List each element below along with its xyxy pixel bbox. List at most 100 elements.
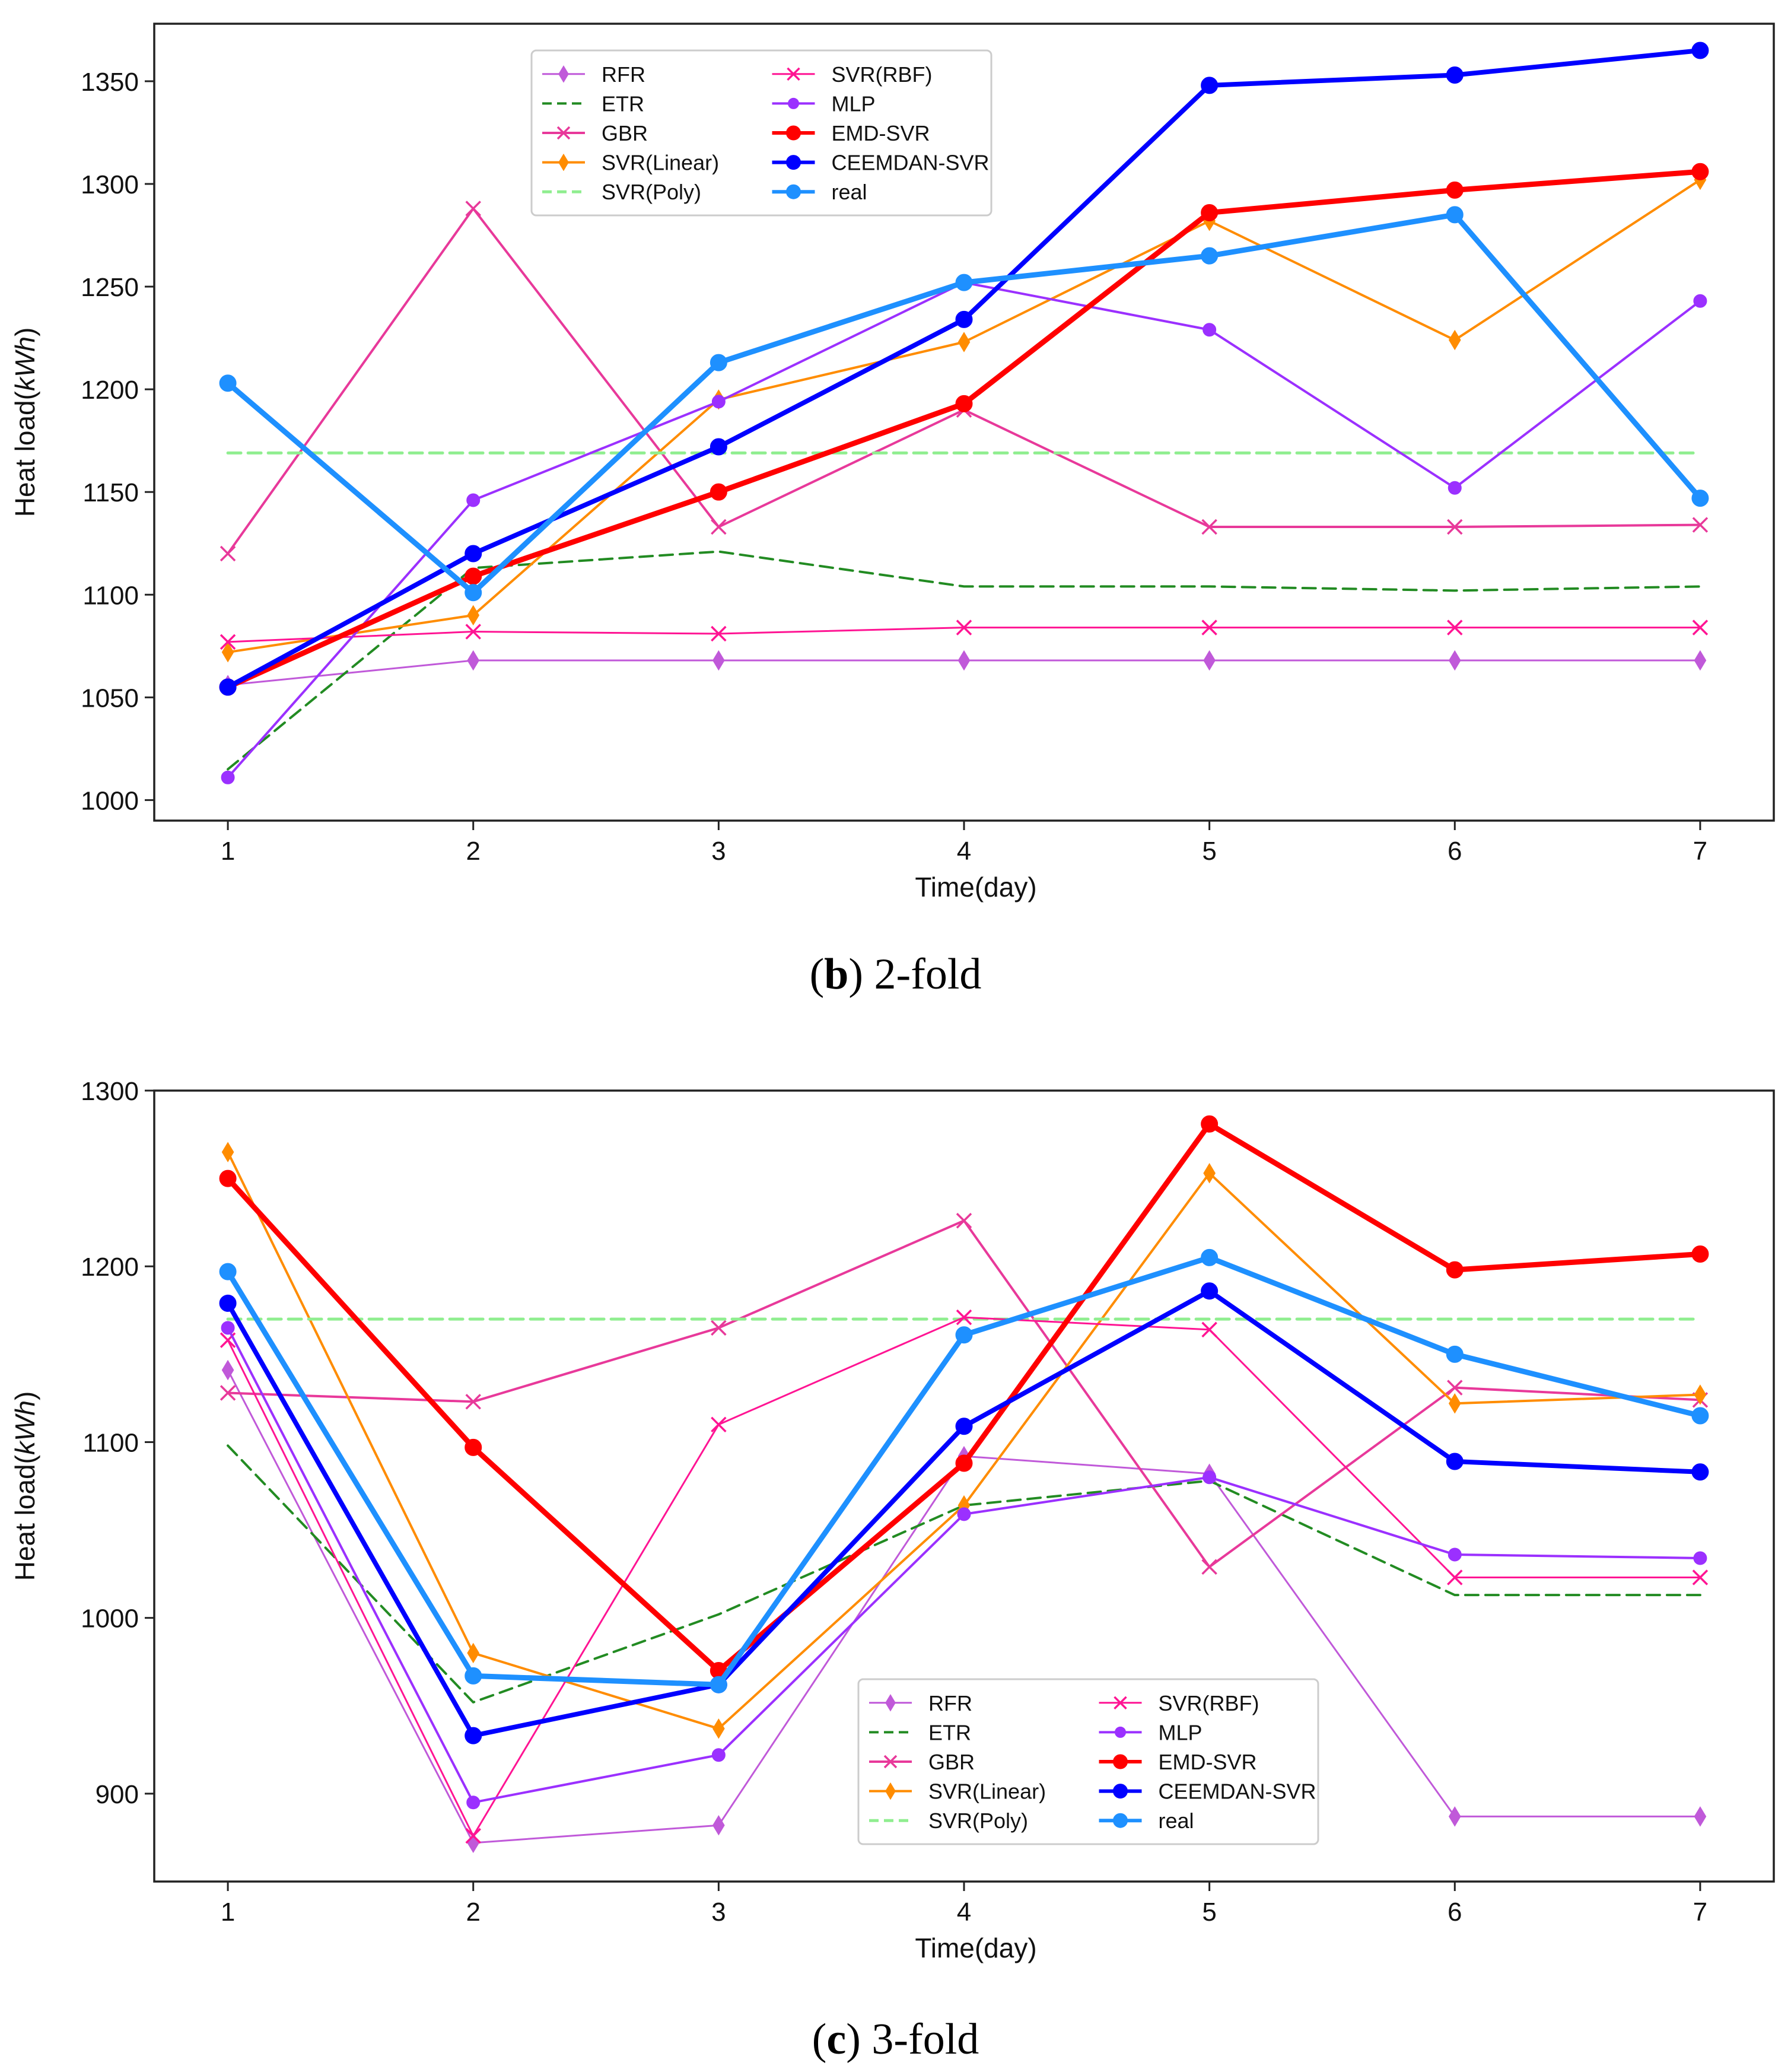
legend-marker bbox=[1113, 1784, 1128, 1799]
data-point bbox=[1201, 1282, 1219, 1300]
data-point bbox=[467, 605, 480, 626]
legend-label: SVR(RBF) bbox=[832, 62, 933, 87]
legend-label: ETR bbox=[928, 1720, 971, 1744]
data-point bbox=[219, 1294, 237, 1312]
legend-label: CEEMDAN-SVR bbox=[832, 151, 990, 175]
data-point bbox=[711, 1748, 726, 1762]
legend-marker bbox=[786, 184, 801, 199]
legend-marker bbox=[786, 125, 801, 141]
legend: RFR ETR GBR SVR(Linear) SVR(Poly) SVR(RBF) MLP… bbox=[857, 1678, 1319, 1845]
data-point bbox=[710, 354, 727, 371]
legend-item: real bbox=[1099, 1809, 1194, 1833]
data-point bbox=[219, 634, 236, 650]
data-point bbox=[1201, 1321, 1217, 1338]
data-point bbox=[465, 1394, 481, 1410]
data-point bbox=[955, 1418, 973, 1435]
data-point bbox=[955, 274, 973, 291]
x-tick-label: 7 bbox=[1693, 1898, 1707, 1927]
legend-marker bbox=[788, 97, 799, 109]
data-point bbox=[955, 1326, 973, 1344]
series-etr bbox=[227, 550, 1701, 771]
x-tick-label: 6 bbox=[1448, 1898, 1462, 1927]
x-tick-label: 6 bbox=[1448, 837, 1462, 866]
legend-label: RFR bbox=[602, 62, 645, 87]
data-point bbox=[1693, 294, 1707, 308]
legend-label: CEEMDAN-SVR bbox=[1159, 1779, 1316, 1804]
legend-label: SVR(Linear) bbox=[602, 151, 719, 175]
x-tick-label: 3 bbox=[711, 1898, 726, 1927]
series-ceemdan-svr bbox=[219, 1282, 1709, 1744]
legend-item: CEEMDAN-SVR bbox=[1099, 1779, 1316, 1804]
y-tick-label: 1200 bbox=[81, 376, 139, 405]
legend-marker bbox=[787, 67, 800, 81]
caption-letter: c bbox=[826, 2015, 847, 2064]
data-point bbox=[1692, 1569, 1709, 1585]
data-point bbox=[1203, 1470, 1217, 1485]
legend-label: real bbox=[1159, 1809, 1194, 1833]
series-gbr bbox=[219, 1212, 1709, 1575]
data-point bbox=[956, 1309, 972, 1326]
y-axis-label-close: ) bbox=[9, 1391, 40, 1400]
legend-item: RFR bbox=[542, 62, 645, 87]
data-point bbox=[219, 1385, 236, 1401]
data-point bbox=[1201, 619, 1217, 635]
data-point bbox=[466, 1795, 481, 1810]
data-point bbox=[465, 1727, 482, 1744]
y-axis-label: Heat load(kWh) bbox=[9, 1391, 40, 1581]
series-svr-rbf- bbox=[219, 1309, 1709, 1844]
x-tick-label: 5 bbox=[1202, 837, 1216, 866]
series-emd-svr bbox=[219, 1115, 1709, 1680]
y-axis-label-unit: kWh bbox=[9, 336, 40, 391]
data-point bbox=[1203, 1163, 1216, 1184]
y-tick-label: 1250 bbox=[81, 273, 139, 302]
legend-box bbox=[530, 49, 992, 217]
caption-open-paren: ( bbox=[812, 2015, 827, 2064]
data-point bbox=[955, 1454, 973, 1472]
y-tick-label: 1300 bbox=[81, 1077, 139, 1106]
data-point bbox=[1446, 206, 1464, 224]
data-point bbox=[712, 1718, 725, 1739]
series-svr-linear- bbox=[221, 1142, 1707, 1739]
data-point bbox=[219, 1263, 237, 1280]
series-ceemdan-svr bbox=[219, 42, 1709, 696]
legend-item: CEEMDAN-SVR bbox=[772, 151, 990, 175]
caption-letter: b bbox=[824, 950, 849, 999]
series-real bbox=[219, 206, 1709, 602]
legend-item: SVR(Poly) bbox=[869, 1809, 1028, 1833]
caption-close-paren: ) bbox=[846, 2015, 861, 2064]
legend-marker bbox=[556, 126, 571, 140]
data-point bbox=[1448, 1806, 1461, 1827]
y-tick-label: 1200 bbox=[81, 1253, 139, 1282]
data-point bbox=[1692, 619, 1709, 635]
x-tick-label: 3 bbox=[711, 837, 726, 866]
series-svr-rbf- bbox=[219, 619, 1709, 650]
legend-item: SVR(RBF) bbox=[1099, 1691, 1259, 1715]
legend-item: ETR bbox=[869, 1720, 971, 1744]
x-axis-label: Time(day) bbox=[915, 1933, 1036, 1963]
series-mlp bbox=[221, 1321, 1707, 1810]
data-point bbox=[1201, 1115, 1219, 1133]
data-point bbox=[1448, 650, 1461, 671]
data-point bbox=[465, 567, 482, 585]
data-point bbox=[1446, 66, 1464, 84]
data-point bbox=[957, 650, 971, 671]
data-point bbox=[1446, 1345, 1464, 1363]
data-point bbox=[711, 1320, 727, 1336]
y-axis-label-text: Heat load( bbox=[9, 1454, 40, 1581]
data-point bbox=[1448, 1393, 1461, 1414]
data-point bbox=[1201, 1248, 1219, 1266]
x-axis-label: Time(day) bbox=[915, 872, 1036, 902]
legend-item: SVR(RBF) bbox=[772, 62, 933, 87]
legend-item: EMD-SVR bbox=[1099, 1750, 1257, 1774]
caption-open-paren: ( bbox=[809, 950, 825, 999]
caption-3-fold: (c) 3-fold bbox=[0, 2014, 1791, 2065]
data-point bbox=[465, 1667, 482, 1685]
legend-label: MLP bbox=[832, 91, 876, 116]
x-tick-label: 2 bbox=[466, 1898, 480, 1927]
data-point bbox=[1692, 517, 1709, 533]
data-point bbox=[957, 1507, 971, 1521]
y-tick-label: 1100 bbox=[82, 581, 139, 610]
data-point bbox=[711, 519, 727, 535]
legend-item: ETR bbox=[542, 91, 644, 116]
data-point bbox=[710, 483, 727, 501]
